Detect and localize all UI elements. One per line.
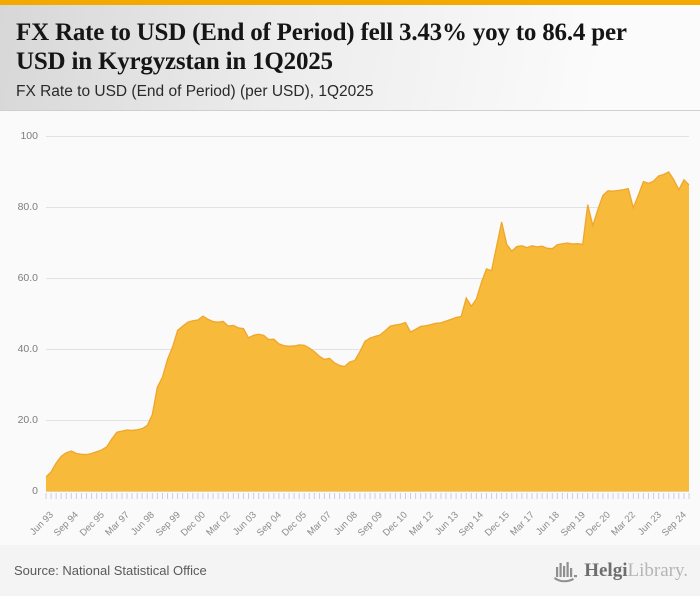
top-accent-bar (0, 0, 700, 5)
y-axis-tick-label: 40.0 (17, 343, 38, 355)
helgi-library-logo[interactable]: HelgiLibrary. (553, 557, 688, 585)
fx-rate-area-chart (45, 136, 690, 499)
source-note: Source: National Statistical Office (14, 563, 207, 578)
chart-subtitle: FX Rate to USD (End of Period) (per USD)… (16, 83, 374, 100)
bar-chart-logo-icon (554, 562, 578, 583)
footer: Source: National Statistical Office Helg… (0, 545, 700, 596)
page-title: FX Rate to USD (End of Period) fell 3.43… (16, 19, 627, 75)
logo-text: HelgiLibrary. (584, 560, 688, 582)
header: FX Rate to USD (End of Period) fell 3.43… (0, 5, 700, 111)
chart-area: 0 20.0 40.0 60.0 80.0 100 Jun 93 Sep 94 Dec 95 M… (0, 112, 700, 545)
y-axis-tick-label: 100 (20, 130, 38, 142)
y-axis-tick-label: 80.0 (17, 201, 38, 213)
logo-library: Library. (627, 560, 689, 581)
y-axis-tick-label: 20.0 (17, 414, 38, 426)
y-axis-tick-label: 0 (32, 485, 38, 497)
y-axis-tick-label: 60.0 (17, 272, 38, 284)
logo-helgi: Helgi (584, 560, 628, 581)
